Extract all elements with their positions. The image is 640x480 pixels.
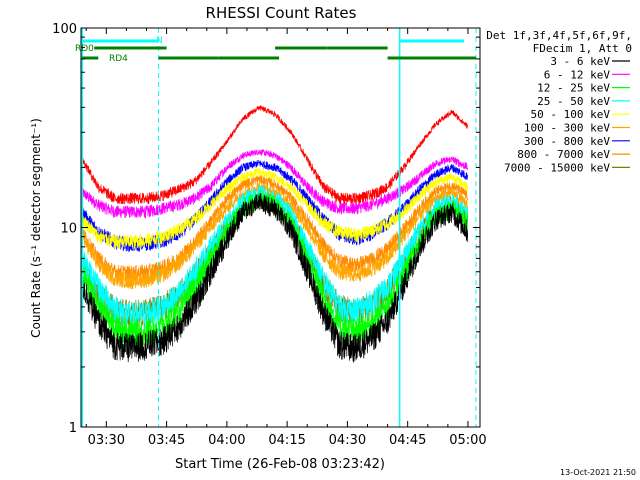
x-tick-label-6: 04:45 [389,433,426,448]
series-line-10 [81,105,469,205]
rd4-label: RD4 [109,54,128,64]
legend-label-6: 100 - 300 keV [524,122,610,135]
y-tick-label-2: 10 [60,222,77,237]
x-axis-label: Start Time (26-Feb-08 03:23:42) [175,457,385,472]
legend-header-line-2: FDecim 1, Att 0 [533,42,632,55]
data-layer [81,105,469,363]
x-tick-label-2: 03:45 [148,433,185,448]
legend-label-1: 3 - 6 keV [550,55,610,68]
x-tick-label-7: 05:00 [449,433,486,448]
series-line-1 [81,193,469,363]
axis-layer: 03:30 03:45 04:00 04:15 04:30 04:45 05:00 1 10 10… [52,22,487,448]
y-tick-label-3: 100 [52,22,77,37]
legend-header-line-1: Det 1f,3f,4f,5f,6f,9f, [486,29,632,42]
y-axis-label: Count Rate (s⁻¹ detector segment⁻¹) [29,118,43,338]
timestamp: 13-Oct-2021 21:50 [560,468,636,477]
chart-title: RHESSI Count Rates [206,4,357,22]
legend-label-9: 7000 - 15000 keV [504,161,610,174]
overlay-layer: N RD0 RD4 [75,28,477,427]
x-tick-label-1: 03:30 [88,433,125,448]
legend-label-5: 50 - 100 keV [531,108,611,121]
series-line-6 [81,182,469,290]
legend-label-2: 6 - 12 keV [544,68,611,81]
y-tick-label-1: 1 [69,421,77,436]
legend-label-4: 25 - 50 keV [537,95,610,108]
x-tick-label-5: 04:30 [329,433,366,448]
x-tick-label-3: 04:00 [208,433,245,448]
legend-label-3: 12 - 25 keV [537,82,610,95]
series-line-2 [81,149,469,219]
series-line-5 [81,167,469,250]
rd0-label: RD0 [75,44,94,54]
x-tick-label-4: 04:15 [268,433,305,448]
legend-label-8: 800 - 7000 keV [517,148,610,161]
legend-label-7: 300 - 800 keV [524,135,610,148]
night-label: N [156,36,163,46]
